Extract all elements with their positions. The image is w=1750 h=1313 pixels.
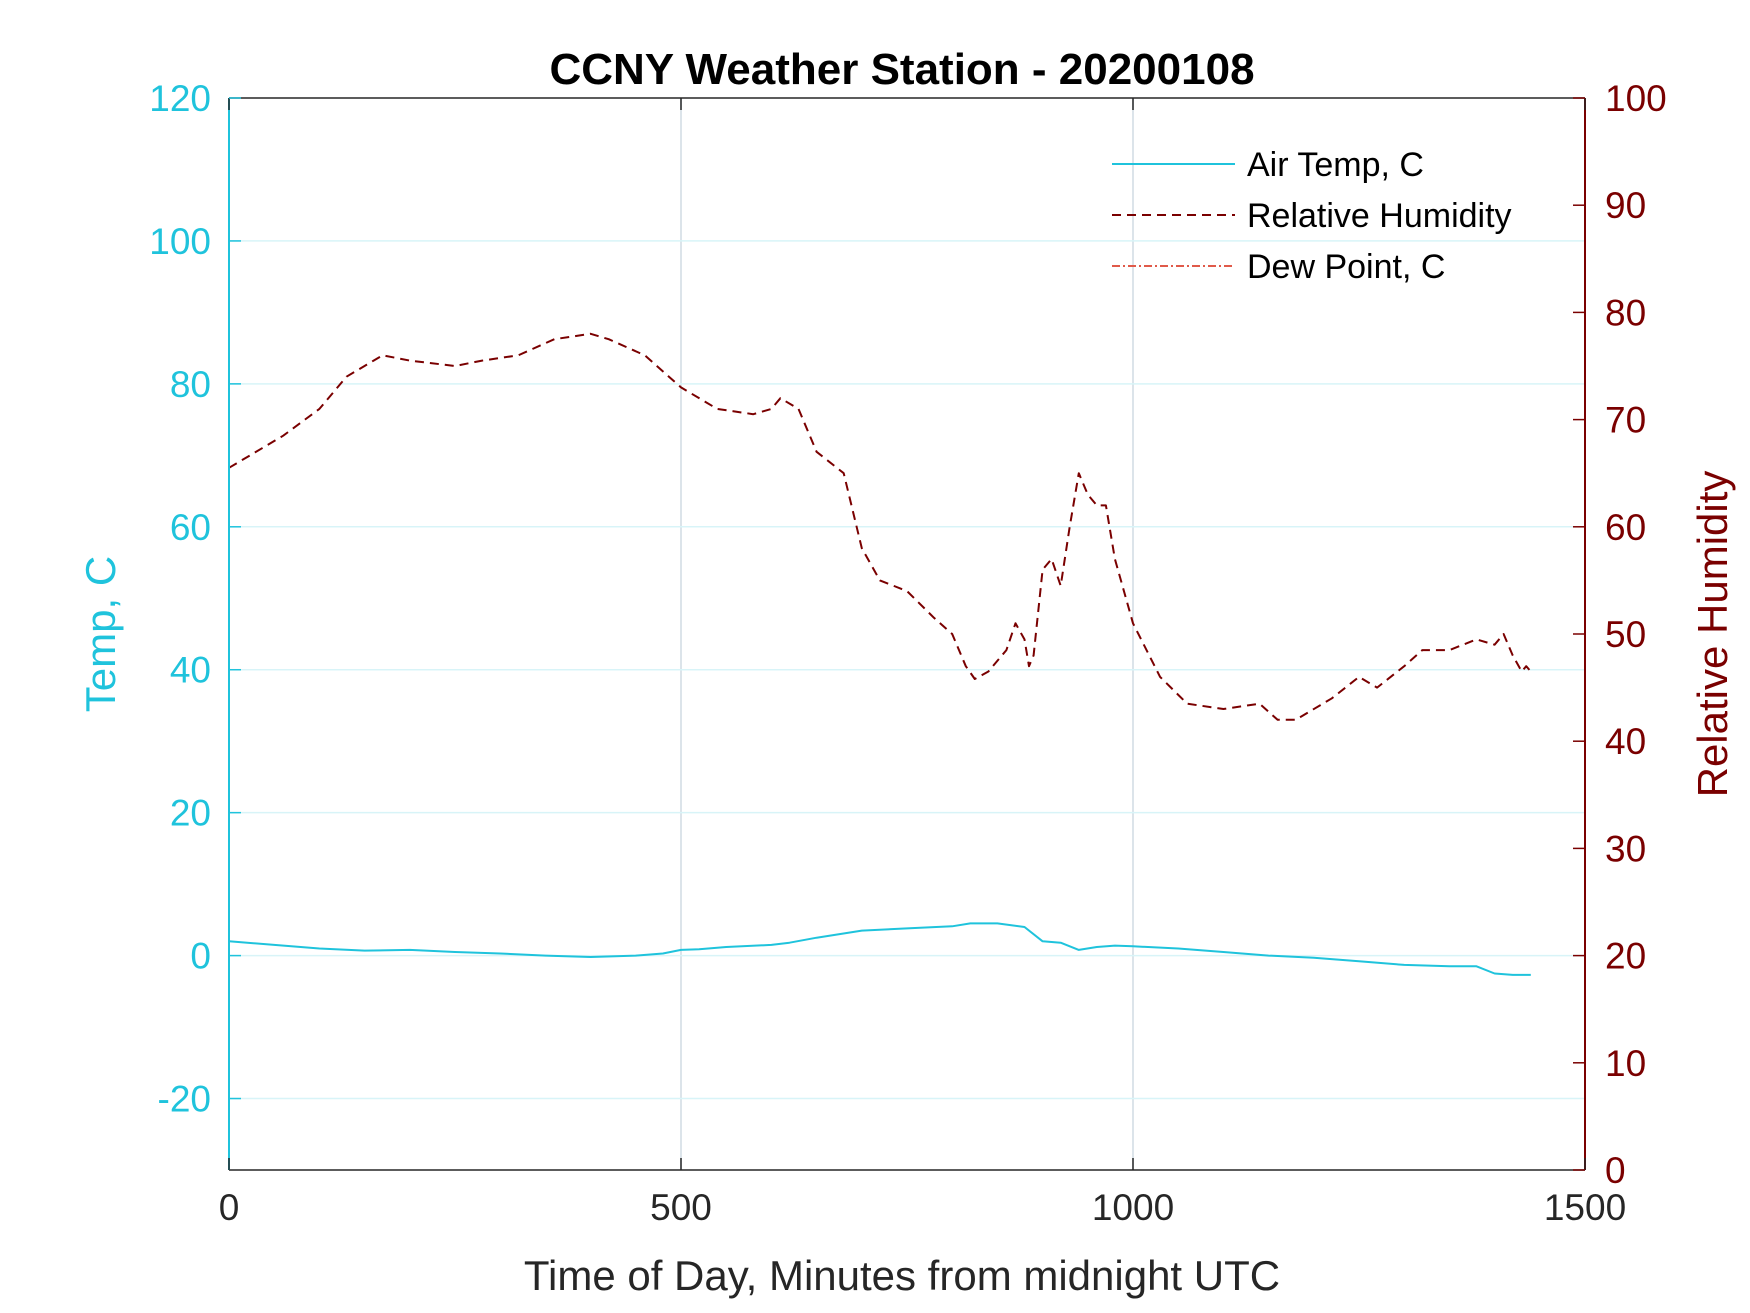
legend-label-0: Air Temp, C xyxy=(1247,146,1424,184)
y-right-tick-label: 60 xyxy=(1605,507,1646,548)
y-left-tick-label: 60 xyxy=(170,507,211,548)
y-left-tick-label: 80 xyxy=(170,364,211,405)
y-right-tick-label: 80 xyxy=(1605,292,1646,333)
y-left-tick-label: 20 xyxy=(170,793,211,834)
y-left-tick-label: 0 xyxy=(190,936,211,977)
y-axis-right-label: Relative Humidity xyxy=(1689,471,1736,798)
y-right-tick-label: 0 xyxy=(1605,1150,1626,1191)
ticks: 0 500 1000 1500 -20 0 20 40 60 80 100 120 0 10 20 30 40 5… xyxy=(149,78,1666,1228)
y-left-tick-label: 100 xyxy=(149,221,211,262)
grid xyxy=(229,98,1585,1170)
x-tick-label: 1000 xyxy=(1092,1187,1174,1228)
y-left-tick-label: 120 xyxy=(149,78,211,119)
x-axis-label: Time of Day, Minutes from midnight UTC xyxy=(524,1252,1280,1299)
legend: Air Temp, C Relative Humidity Dew Point, C xyxy=(1112,146,1512,286)
y-right-tick-label: 70 xyxy=(1605,400,1646,441)
x-tick-label: 500 xyxy=(650,1187,712,1228)
series-line-1 xyxy=(228,332,1532,721)
legend-label-2: Dew Point, C xyxy=(1247,248,1445,286)
legend-label-1: Relative Humidity xyxy=(1247,197,1512,235)
x-tick-label: 1500 xyxy=(1544,1187,1626,1228)
series-layer xyxy=(228,332,1532,976)
series-line-0 xyxy=(228,922,1531,976)
axes xyxy=(228,97,1586,1171)
y-right-tick-label: 90 xyxy=(1605,185,1646,226)
y-right-tick-label: 20 xyxy=(1605,936,1646,977)
y-right-tick-label: 40 xyxy=(1605,721,1646,762)
y-left-tick-label: 40 xyxy=(170,650,211,691)
chart-title: CCNY Weather Station - 20200108 xyxy=(549,45,1254,94)
y-axis-left-label: Temp, C xyxy=(77,556,124,712)
y-right-tick-label: 50 xyxy=(1605,614,1646,655)
x-tick-label: 0 xyxy=(219,1187,240,1228)
y-right-tick-label: 10 xyxy=(1605,1043,1646,1084)
y-right-tick-label: 100 xyxy=(1605,78,1667,119)
y-left-tick-label: -20 xyxy=(158,1079,211,1120)
y-right-tick-label: 30 xyxy=(1605,828,1646,869)
